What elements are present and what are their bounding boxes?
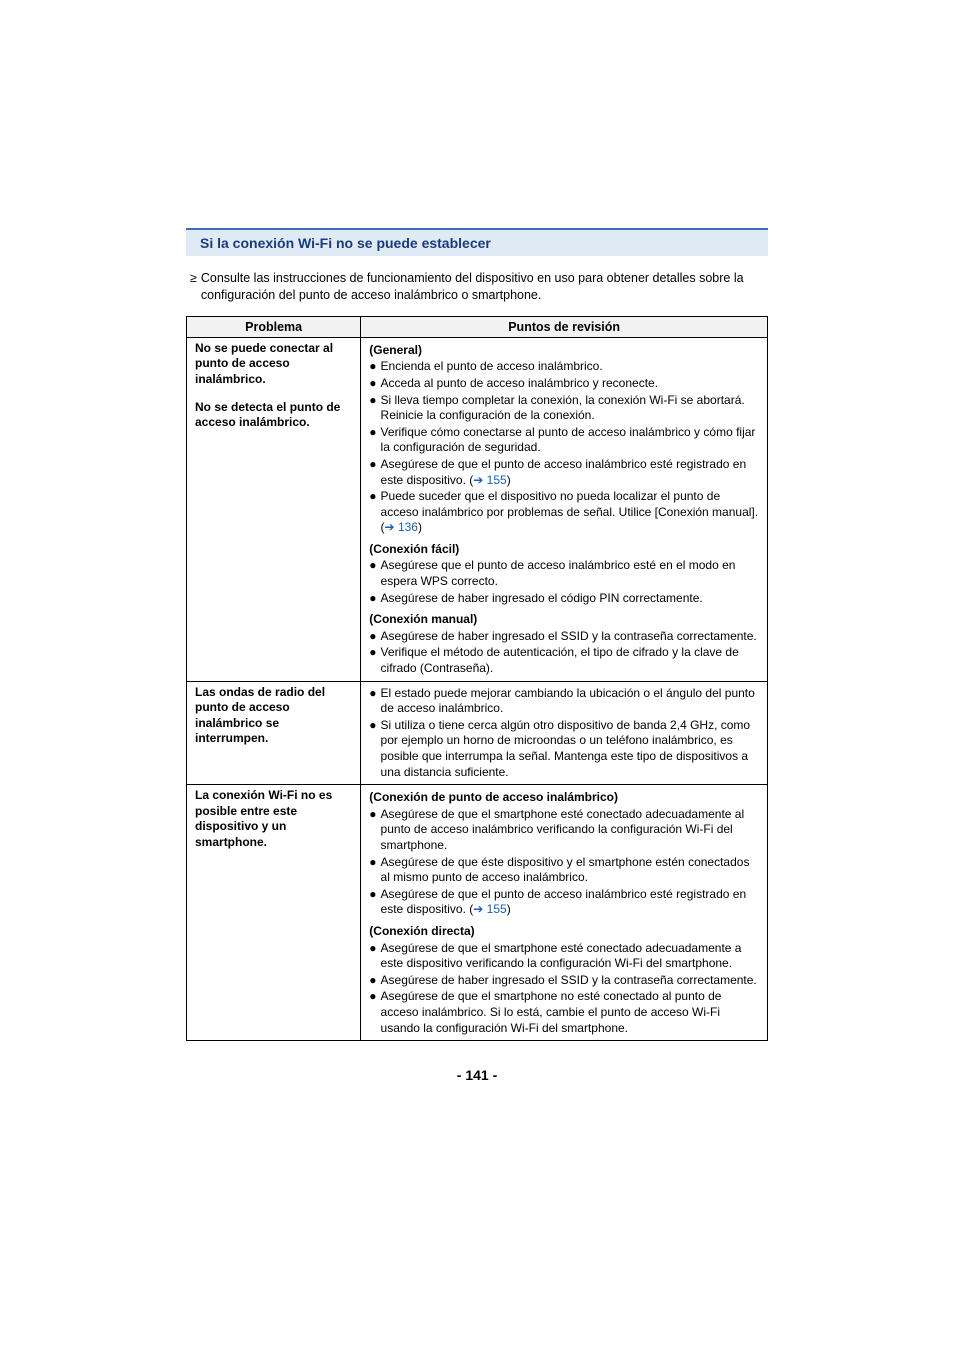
problem-cell: Las ondas de radio del punto de acceso i… (187, 681, 361, 785)
point-text: Asegúrese de que el smartphone esté cone… (381, 941, 759, 972)
point-text: Acceda al punto de acceso inalámbrico y … (381, 376, 659, 392)
problem-text: No se puede conectar al punto de acceso … (195, 341, 352, 388)
problem-text: La conexión Wi-Fi no es posible entre es… (195, 788, 352, 850)
points-cell: ● El estado puede mejorar cambiando la ub… (361, 681, 768, 785)
page-number: - 141 - (186, 1067, 768, 1083)
bullet-icon: ● (369, 376, 376, 392)
page-ref-link[interactable]: 155 (487, 902, 507, 916)
page-ref-link[interactable]: 136 (398, 520, 418, 534)
point-text: Asegúrese de que éste dispositivo y el s… (381, 855, 759, 886)
bullet-icon: ● (369, 855, 376, 871)
point-text: Si utiliza o tiene cerca algún otro disp… (381, 718, 759, 780)
point-text: Asegúrese que el punto de acceso inalámb… (381, 558, 759, 589)
document-page: Si la conexión Wi-Fi no se puede estable… (0, 0, 954, 1133)
bullet-icon: ● (369, 887, 376, 903)
point-text: Asegúrese de haber ingresado el código P… (381, 591, 703, 607)
points-cell: (Conexión de punto de acceso inalámbrico… (361, 785, 768, 1041)
page-ref-link[interactable]: 155 (487, 473, 507, 487)
bullet-icon: ● (369, 645, 376, 661)
group-title: (Conexión fácil) (369, 542, 759, 558)
table-body: No se puede conectar al punto de acceso … (187, 337, 768, 1040)
point-text: Verifique cómo conectarse al punto de ac… (381, 425, 759, 456)
table-row: La conexión Wi-Fi no es posible entre es… (187, 785, 768, 1041)
bullet-icon: ● (369, 989, 376, 1005)
point-text: Asegúrese de que el smartphone esté cone… (381, 807, 759, 854)
problem-text: Las ondas de radio del punto de acceso i… (195, 685, 352, 747)
section-heading: Si la conexión Wi-Fi no se puede estable… (186, 228, 768, 256)
group-title: (Conexión directa) (369, 924, 759, 940)
bullet-icon: ● (369, 359, 376, 375)
bullet-icon: ● (369, 686, 376, 702)
bullet-icon: ● (369, 591, 376, 607)
point-text: Asegúrese de que el punto de acceso inal… (381, 457, 759, 488)
point-text: Asegúrese de haber ingresado el SSID y l… (381, 629, 757, 645)
group-title: (Conexión de punto de acceso inalámbrico… (369, 790, 759, 806)
point-text: Asegúrese de que el punto de acceso inal… (381, 887, 759, 918)
table-row: Las ondas de radio del punto de acceso i… (187, 681, 768, 785)
bullet-icon: ● (369, 629, 376, 645)
group-title: (Conexión manual) (369, 612, 759, 628)
point-text: Verifique el método de autenticación, el… (381, 645, 759, 676)
intro-note: ≥ Consulte las instrucciones de funciona… (190, 270, 764, 304)
table-header-row: Problema Puntos de revisión (187, 316, 768, 337)
point-text: Encienda el punto de acceso inalámbrico. (381, 359, 603, 375)
point-text: El estado puede mejorar cambiando la ubi… (381, 686, 759, 717)
bullet-icon: ● (369, 489, 376, 505)
arrow-icon: ➔ (473, 473, 486, 487)
point-text: Puede suceder que el dispositivo no pued… (381, 489, 759, 536)
bullet-icon: ● (369, 718, 376, 734)
point-text: Asegúrese de haber ingresado el SSID y l… (381, 973, 757, 989)
problem-cell: No se puede conectar al punto de acceso … (187, 337, 361, 681)
table-row: No se puede conectar al punto de acceso … (187, 337, 768, 681)
point-text: Asegúrese de que el smartphone no esté c… (381, 989, 759, 1036)
arrow-icon: ➔ (385, 520, 398, 534)
intro-note-text: Consulte las instrucciones de funcionami… (201, 270, 764, 304)
bullet-icon: ● (369, 425, 376, 441)
bullet-icon: ● (369, 457, 376, 473)
points-cell: (General) ● Encienda el punto de acceso i… (361, 337, 768, 681)
bullet-icon: ≥ (190, 270, 197, 304)
col-header-points: Puntos de revisión (361, 316, 768, 337)
bullet-icon: ● (369, 973, 376, 989)
bullet-icon: ● (369, 558, 376, 574)
problem-text: No se detecta el punto de acceso inalámb… (195, 400, 352, 431)
bullet-icon: ● (369, 393, 376, 409)
problem-cell: La conexión Wi-Fi no es posible entre es… (187, 785, 361, 1041)
troubleshoot-table: Problema Puntos de revisión No se puede … (186, 316, 768, 1041)
point-text: Si lleva tiempo completar la conexión, l… (381, 393, 745, 424)
col-header-problem: Problema (187, 316, 361, 337)
group-title: (General) (369, 343, 759, 359)
bullet-icon: ● (369, 941, 376, 957)
arrow-icon: ➔ (473, 902, 486, 916)
bullet-icon: ● (369, 807, 376, 823)
